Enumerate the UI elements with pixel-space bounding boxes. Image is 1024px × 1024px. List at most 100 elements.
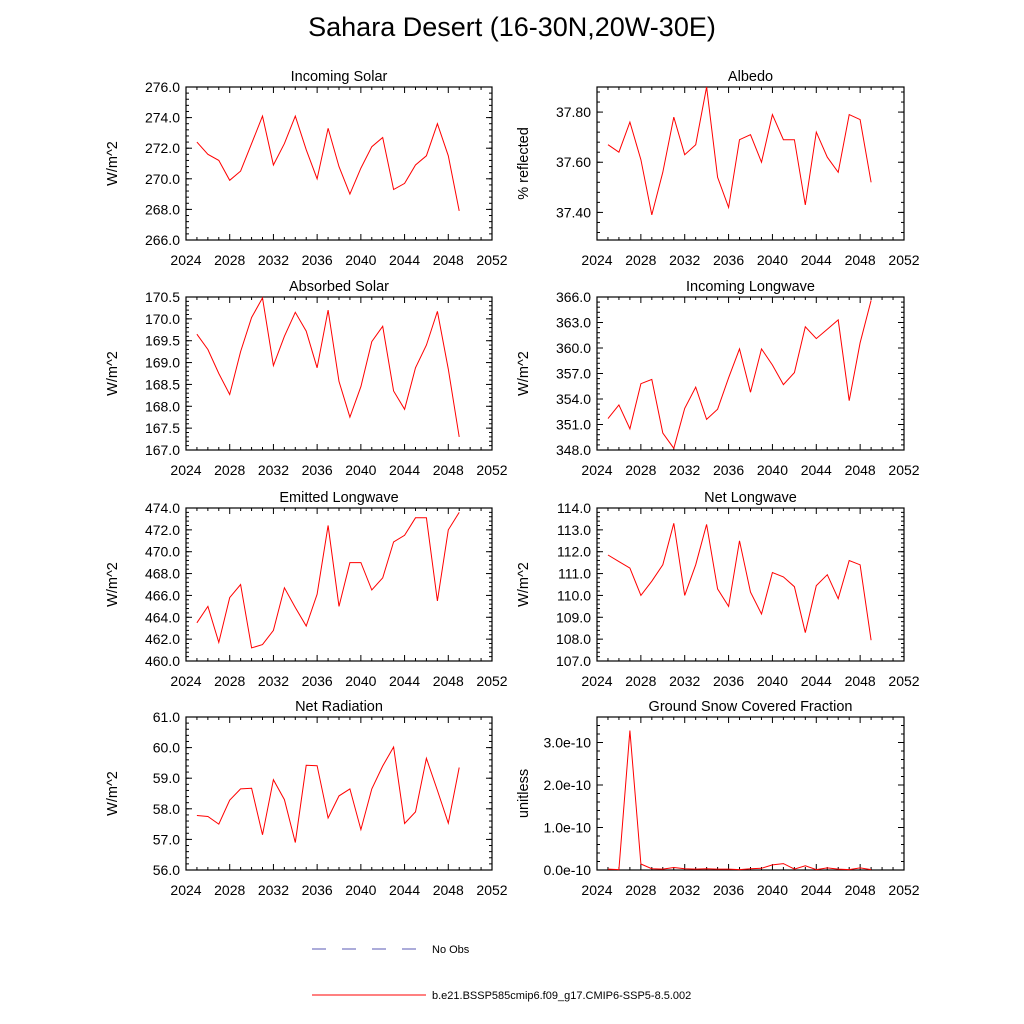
x-tick-label: 2048 xyxy=(433,673,464,689)
y-tick-label: 170.5 xyxy=(145,289,180,305)
panel-3: Absorbed Solar W/m^2 2024 2028 2032 2036 2040 2… xyxy=(105,279,508,478)
y-axis-label: W/m^2 xyxy=(516,562,532,607)
panels-group: Incoming Solar W/m^2 2024 2028 2032 2036 2040 2… xyxy=(105,69,920,898)
x-tick-label: 2024 xyxy=(581,462,612,478)
panel-title: Net Longwave xyxy=(704,490,797,506)
plot-frame xyxy=(185,716,493,871)
y-tick-label: 1.0e-10 xyxy=(544,820,592,836)
panel-8: Ground Snow Covered Fraction unitless 2024… xyxy=(516,699,920,898)
x-tick-label: 2028 xyxy=(214,252,245,268)
y-tick-label: 169.0 xyxy=(145,355,180,371)
x-tick-label: 2024 xyxy=(581,252,612,268)
x-tick-label: 2028 xyxy=(214,673,245,689)
panel-6: Net Longwave W/m^2 2024 2028 2032 2036 2040 204… xyxy=(516,490,920,689)
y-tick-label: 61.0 xyxy=(153,709,180,725)
y-tick-label: 114.0 xyxy=(557,500,591,516)
x-tick-label: 2036 xyxy=(302,252,333,268)
y-tick-label: 110.0 xyxy=(557,587,591,603)
x-tick-label: 2048 xyxy=(433,462,464,478)
y-tick-label: 466.0 xyxy=(145,587,180,603)
x-tick-label: 2032 xyxy=(669,252,700,268)
x-tick-label: 2036 xyxy=(302,673,333,689)
x-tick-label: 2028 xyxy=(625,882,656,898)
x-tick-label: 2028 xyxy=(625,252,656,268)
x-tick-label: 2024 xyxy=(581,882,612,898)
y-tick-label: 357.0 xyxy=(556,366,591,382)
y-tick-label: 111.0 xyxy=(558,566,591,582)
x-tick-label: 2024 xyxy=(170,462,201,478)
x-tick-label: 2028 xyxy=(625,673,656,689)
x-tick-label: 2028 xyxy=(214,882,245,898)
y-tick-label: 167.5 xyxy=(145,420,180,436)
y-tick-label: 60.0 xyxy=(153,740,180,756)
y-tick-label: 266.0 xyxy=(145,232,180,248)
panel-4: Incoming Longwave W/m^2 2024 2028 2032 2036 20… xyxy=(516,279,920,478)
legend: No Obs b.e21.BSSP585cmip6.f09_g17.CMIP6-… xyxy=(312,944,691,1002)
plot-frame xyxy=(596,507,905,662)
x-tick-label: 2036 xyxy=(713,252,744,268)
series-line xyxy=(196,512,460,649)
y-tick-label: 366.0 xyxy=(556,289,591,305)
series-line xyxy=(196,114,460,211)
x-tick-label: 2024 xyxy=(170,252,201,268)
y-tick-label: 113.0 xyxy=(557,522,591,538)
x-tick-label: 2044 xyxy=(801,882,832,898)
y-tick-label: 460.0 xyxy=(145,653,180,669)
figure-title: Sahara Desert (16-30N,20W-30E) xyxy=(308,12,716,42)
panel-5: Emitted Longwave W/m^2 2024 2028 2032 2036 204… xyxy=(105,490,508,689)
x-tick-label: 2040 xyxy=(345,462,376,478)
y-tick-label: 37.80 xyxy=(556,104,591,120)
series-line xyxy=(607,86,872,216)
x-tick-label: 2032 xyxy=(258,462,289,478)
x-tick-label: 2036 xyxy=(713,462,744,478)
series-line xyxy=(607,300,872,450)
x-tick-label: 2048 xyxy=(433,882,464,898)
x-tick-label: 2052 xyxy=(888,882,919,898)
panel-2: Albedo % reflected 2024 2028 2032 2036 2040 204… xyxy=(516,69,920,268)
x-tick-label: 2036 xyxy=(302,462,333,478)
y-tick-label: 109.0 xyxy=(556,609,591,625)
y-tick-label: 58.0 xyxy=(153,801,180,817)
x-tick-label: 2036 xyxy=(713,673,744,689)
y-tick-label: 37.40 xyxy=(556,204,591,220)
y-tick-label: 470.0 xyxy=(145,544,180,560)
series-line xyxy=(196,745,460,843)
x-tick-label: 2048 xyxy=(845,882,876,898)
panel-title: Albedo xyxy=(728,69,773,85)
y-tick-label: 270.0 xyxy=(145,171,180,187)
plot-frame xyxy=(596,86,905,241)
legend-label-no-obs: No Obs xyxy=(432,944,470,956)
x-tick-label: 2032 xyxy=(669,673,700,689)
plot-frame xyxy=(596,296,905,451)
y-tick-label: 472.0 xyxy=(145,522,180,538)
y-axis-label: W/m^2 xyxy=(105,562,121,607)
y-axis-label: W/m^2 xyxy=(105,141,121,186)
y-tick-label: 360.0 xyxy=(556,340,591,356)
x-tick-label: 2044 xyxy=(389,252,420,268)
panel-title: Incoming Longwave xyxy=(686,279,815,295)
y-tick-label: 56.0 xyxy=(153,862,180,878)
y-axis-label: % reflected xyxy=(516,127,532,200)
panel-title: Net Radiation xyxy=(295,699,383,715)
x-tick-label: 2048 xyxy=(433,252,464,268)
y-tick-label: 3.0e-10 xyxy=(544,735,592,751)
x-tick-label: 2044 xyxy=(389,882,420,898)
y-tick-label: 474.0 xyxy=(145,500,180,516)
plot-frame xyxy=(185,507,493,662)
x-tick-label: 2052 xyxy=(476,462,507,478)
x-tick-label: 2028 xyxy=(625,462,656,478)
y-tick-label: 108.0 xyxy=(556,631,591,647)
x-tick-label: 2044 xyxy=(389,462,420,478)
y-tick-label: 363.0 xyxy=(556,315,591,331)
y-tick-label: 169.5 xyxy=(145,333,180,349)
x-tick-label: 2040 xyxy=(345,252,376,268)
x-tick-label: 2052 xyxy=(476,673,507,689)
x-tick-label: 2048 xyxy=(845,252,876,268)
y-tick-label: 268.0 xyxy=(145,201,180,217)
x-tick-label: 2048 xyxy=(845,462,876,478)
x-tick-label: 2032 xyxy=(258,882,289,898)
plot-frame xyxy=(185,86,493,241)
x-tick-label: 2052 xyxy=(888,673,919,689)
plot-frame xyxy=(185,296,493,451)
panel-title: Emitted Longwave xyxy=(279,490,398,506)
